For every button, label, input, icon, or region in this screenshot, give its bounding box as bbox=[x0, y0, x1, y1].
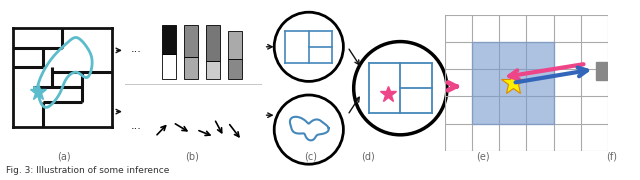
Text: (f): (f) bbox=[605, 152, 617, 162]
Text: (a): (a) bbox=[57, 152, 71, 162]
Bar bbox=[206, 61, 220, 79]
Bar bbox=[162, 25, 176, 54]
Text: ...: ... bbox=[131, 44, 141, 54]
Circle shape bbox=[274, 12, 344, 81]
Bar bbox=[206, 25, 220, 61]
Bar bbox=[184, 25, 198, 57]
Bar bbox=[228, 59, 242, 79]
Text: Fig. 3: Illustration of some inference: Fig. 3: Illustration of some inference bbox=[6, 166, 170, 175]
Bar bbox=[596, 62, 607, 80]
Text: (c): (c) bbox=[304, 152, 317, 162]
Text: (d): (d) bbox=[361, 152, 375, 162]
Bar bbox=[472, 42, 554, 124]
Text: ...: ... bbox=[131, 121, 141, 131]
Bar bbox=[162, 54, 176, 79]
Text: (b): (b) bbox=[185, 152, 199, 162]
FancyBboxPatch shape bbox=[118, 11, 269, 86]
FancyBboxPatch shape bbox=[118, 89, 269, 163]
Bar bbox=[184, 57, 198, 79]
Text: (e): (e) bbox=[476, 152, 490, 162]
Bar bbox=[228, 31, 242, 59]
Circle shape bbox=[354, 42, 447, 135]
Circle shape bbox=[274, 95, 344, 164]
